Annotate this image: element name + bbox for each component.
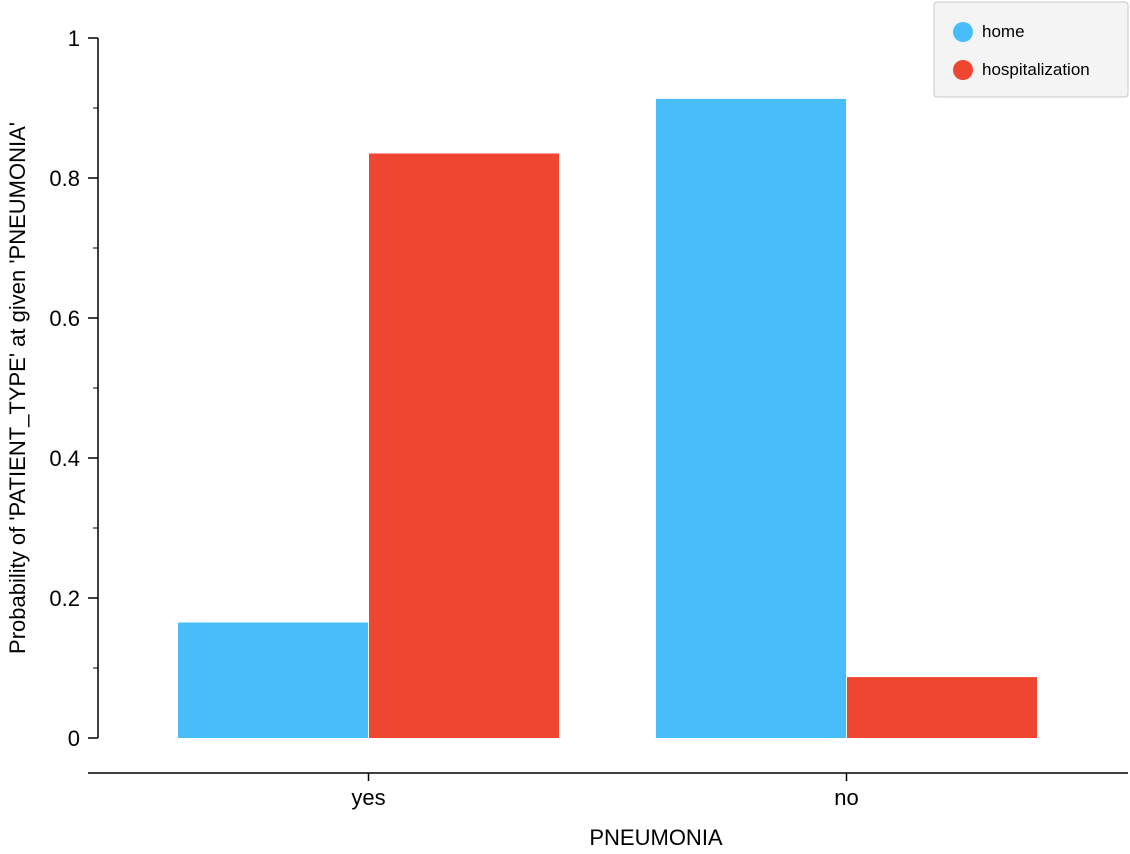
x-axis: yes no: [88, 772, 1128, 810]
bar-hospitalization-no: [847, 677, 1037, 738]
y-axis-title: Probability of 'PATIENT_TYPE' at given '…: [5, 122, 30, 654]
bar-home-yes: [178, 622, 368, 738]
y-tick-label: 0.2: [49, 586, 80, 611]
legend-label-hospitalization: hospitalization: [982, 60, 1090, 79]
y-tick-label: 0: [68, 726, 80, 751]
legend-swatch-hospitalization: [953, 60, 973, 80]
bars: [178, 98, 1037, 738]
y-tick-label: 0.6: [49, 306, 80, 331]
y-tick-label: 1: [68, 26, 80, 51]
legend-box: [933, 1, 1129, 98]
y-axis: 0 0.2 0.4 0.6 0.8 1: [49, 26, 99, 751]
legend[interactable]: home hospitalization: [933, 1, 1129, 98]
x-axis-title: PNEUMONIA: [589, 825, 723, 850]
legend-label-home: home: [982, 22, 1025, 41]
x-tick-label: yes: [351, 785, 385, 810]
y-tick-label: 0.4: [49, 446, 80, 471]
legend-swatch-home: [953, 22, 973, 42]
x-tick-label: no: [834, 785, 858, 810]
y-tick-label: 0.8: [49, 166, 80, 191]
bar-home-no: [656, 98, 846, 738]
bar-hospitalization-yes: [369, 153, 559, 738]
